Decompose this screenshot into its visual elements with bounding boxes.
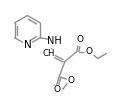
Text: O: O	[85, 47, 92, 56]
Text: O: O	[67, 76, 74, 85]
Text: N: N	[24, 40, 31, 50]
Text: O: O	[76, 35, 83, 44]
Text: CH: CH	[43, 49, 55, 58]
Text: O: O	[54, 85, 61, 94]
Text: NH: NH	[47, 36, 62, 46]
